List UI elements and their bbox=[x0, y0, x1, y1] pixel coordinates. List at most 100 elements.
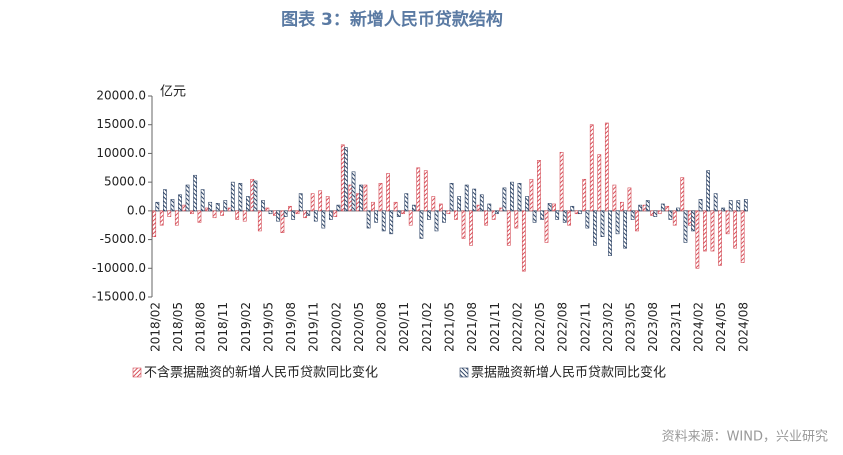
x-tick-label: 2022/08 bbox=[556, 302, 570, 352]
bar bbox=[155, 201, 160, 212]
bar bbox=[642, 204, 647, 212]
bar bbox=[487, 203, 492, 212]
bar bbox=[597, 154, 602, 212]
bar bbox=[676, 207, 680, 212]
bar bbox=[680, 177, 685, 212]
bar bbox=[740, 210, 745, 263]
bar bbox=[371, 201, 375, 212]
bar bbox=[449, 182, 454, 212]
bar bbox=[295, 210, 300, 215]
bar bbox=[250, 178, 255, 212]
bar bbox=[404, 193, 409, 212]
bar bbox=[612, 184, 617, 212]
bar bbox=[261, 200, 265, 212]
bar bbox=[344, 147, 348, 212]
bar bbox=[333, 210, 338, 217]
bar bbox=[163, 189, 167, 212]
bar bbox=[152, 210, 157, 238]
bar bbox=[517, 182, 522, 212]
bar bbox=[713, 193, 718, 212]
x-tick-label: 2020/11 bbox=[397, 302, 411, 352]
bar bbox=[291, 210, 296, 220]
bar bbox=[703, 210, 707, 252]
source-note: 资料来源：WIND，兴业研究 bbox=[662, 430, 828, 445]
bar bbox=[683, 210, 688, 243]
bar bbox=[325, 196, 330, 212]
x-tick-label: 2023/08 bbox=[646, 302, 660, 352]
bar bbox=[253, 180, 258, 212]
bar bbox=[454, 210, 458, 220]
bar bbox=[650, 210, 654, 216]
bar bbox=[313, 210, 318, 222]
bar bbox=[427, 210, 431, 220]
x-tick-label: 2021/05 bbox=[443, 302, 457, 352]
bar bbox=[348, 184, 353, 212]
bar bbox=[638, 204, 643, 212]
bar bbox=[378, 182, 383, 212]
bar bbox=[288, 205, 292, 212]
x-tick-label: 2022/11 bbox=[578, 302, 592, 352]
bar bbox=[190, 210, 194, 215]
bar bbox=[494, 210, 499, 215]
legend-label: 不含票据融资的新增人民币贷款同比变化 bbox=[144, 365, 378, 381]
bar bbox=[461, 210, 466, 239]
bar bbox=[340, 144, 345, 212]
bar bbox=[306, 210, 311, 216]
bar bbox=[570, 205, 575, 212]
x-tick-label: 2023/02 bbox=[601, 302, 615, 352]
y-tick-label: 5000.0 bbox=[104, 175, 146, 189]
bar bbox=[242, 210, 247, 222]
bar bbox=[431, 196, 436, 212]
bar bbox=[552, 203, 556, 212]
bar bbox=[736, 200, 741, 212]
bar bbox=[544, 210, 549, 243]
bar bbox=[510, 181, 514, 212]
x-tick-label: 2018/05 bbox=[171, 302, 185, 352]
bar bbox=[710, 210, 715, 252]
x-tick-label: 2020/05 bbox=[352, 302, 366, 352]
bar bbox=[630, 210, 635, 220]
bar bbox=[514, 210, 519, 229]
bar bbox=[645, 200, 650, 212]
bar bbox=[408, 210, 413, 226]
bar bbox=[257, 210, 262, 232]
x-tick-label: 2019/02 bbox=[239, 302, 253, 352]
bar bbox=[540, 210, 545, 220]
bar bbox=[687, 210, 692, 226]
x-tick-label: 2018/11 bbox=[216, 302, 230, 352]
bar bbox=[438, 203, 443, 212]
bar bbox=[721, 207, 726, 212]
x-tick-label: 2024/08 bbox=[737, 302, 751, 352]
bar bbox=[706, 170, 710, 212]
bar bbox=[499, 207, 504, 212]
bar bbox=[547, 203, 552, 212]
bar bbox=[401, 210, 406, 215]
x-tick-label: 2021/02 bbox=[420, 302, 434, 352]
bar bbox=[446, 210, 451, 215]
x-tick-label: 2018/02 bbox=[148, 302, 162, 352]
bar bbox=[182, 204, 187, 212]
bar bbox=[351, 171, 356, 212]
legend-swatch bbox=[459, 367, 469, 378]
bar bbox=[280, 210, 285, 233]
bar bbox=[434, 210, 439, 232]
bar bbox=[393, 201, 398, 212]
bar bbox=[355, 193, 360, 212]
bar bbox=[374, 210, 379, 223]
y-tick-label: 20000.0 bbox=[96, 89, 146, 103]
legend-label: 票据融资新增人民币贷款同比变化 bbox=[471, 365, 666, 381]
bar bbox=[359, 184, 363, 212]
y-tick-label: 10000.0 bbox=[96, 146, 146, 160]
bar bbox=[464, 184, 469, 212]
x-tick-label: 2023/11 bbox=[669, 302, 683, 352]
bar bbox=[268, 210, 273, 215]
bar bbox=[725, 210, 730, 235]
y-tick-label: 15000.0 bbox=[96, 117, 146, 131]
bar bbox=[479, 194, 484, 212]
bar bbox=[419, 210, 424, 239]
bar bbox=[159, 210, 164, 226]
bar bbox=[235, 210, 240, 220]
bar bbox=[178, 194, 182, 212]
bar bbox=[310, 193, 315, 212]
bar bbox=[589, 124, 594, 212]
